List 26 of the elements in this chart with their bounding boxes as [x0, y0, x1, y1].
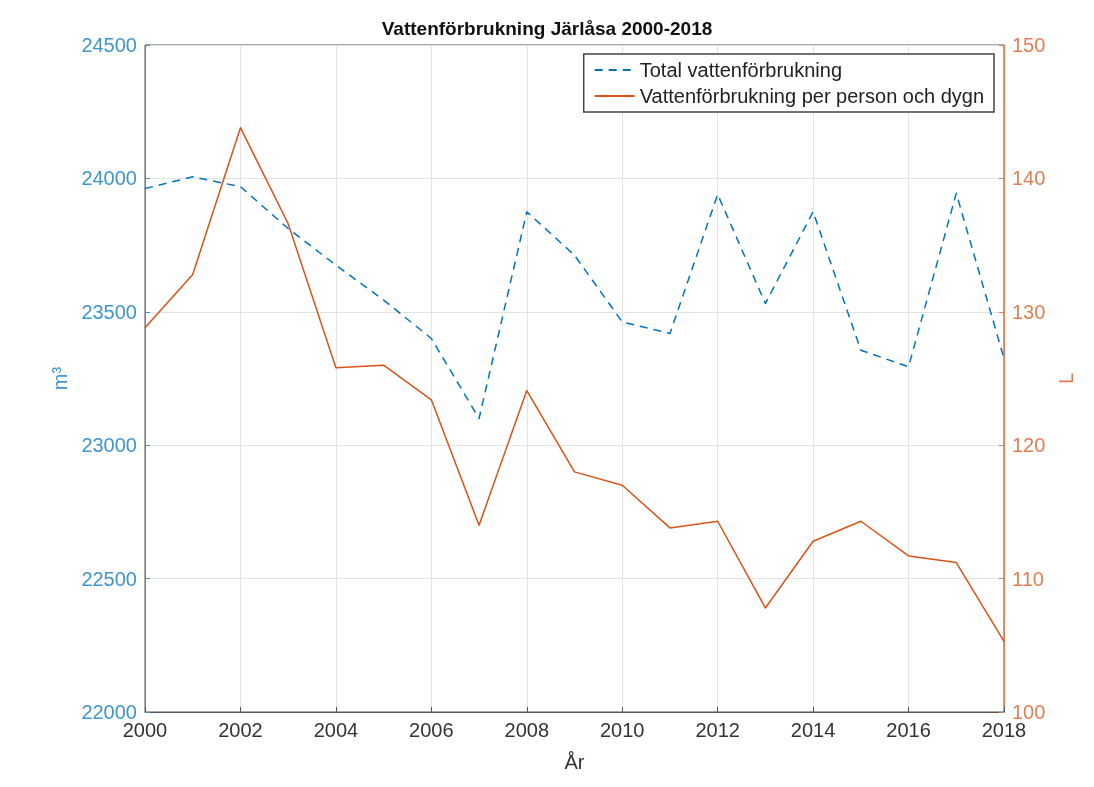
- x-axis-title: År: [564, 751, 585, 773]
- line-series: [144, 176, 1005, 420]
- y-tick-label: 24500: [81, 34, 137, 56]
- x-tick-label: 2006: [409, 719, 454, 741]
- y2-tick-label: 140: [1012, 167, 1046, 190]
- y2-tick-label: 120: [1012, 434, 1046, 457]
- y2-tick-label: 110: [1012, 567, 1044, 590]
- legend-label: Vattenförbrukning per person och dygn: [639, 85, 984, 107]
- x-tick-label: 2008: [504, 719, 550, 741]
- y-tick-label: 24000: [81, 167, 137, 190]
- y2-tick-label: 130: [1012, 300, 1046, 323]
- chart-title: Vattenförbrukning Järlåsa 2000-2018: [381, 18, 713, 39]
- x-tick-label: 2012: [695, 719, 740, 741]
- y2-axis-title: L: [1055, 372, 1078, 385]
- y-tick-label: 23000: [81, 434, 137, 457]
- y-tick-label: 22500: [81, 567, 137, 590]
- y2-tick-label: 150: [1012, 34, 1046, 56]
- y-axis-title: m³: [49, 366, 71, 391]
- line-series: [144, 126, 1005, 643]
- x-tick-label: 2004: [313, 719, 359, 741]
- y-tick-label: 23500: [81, 300, 137, 323]
- legend-label: Total vattenförbrukning: [639, 59, 843, 81]
- x-tick-label: 2016: [886, 719, 931, 741]
- x-tick-label: 2010: [599, 719, 645, 741]
- x-tick-label: 2014: [790, 719, 836, 741]
- x-tick-label: 2002: [218, 719, 263, 741]
